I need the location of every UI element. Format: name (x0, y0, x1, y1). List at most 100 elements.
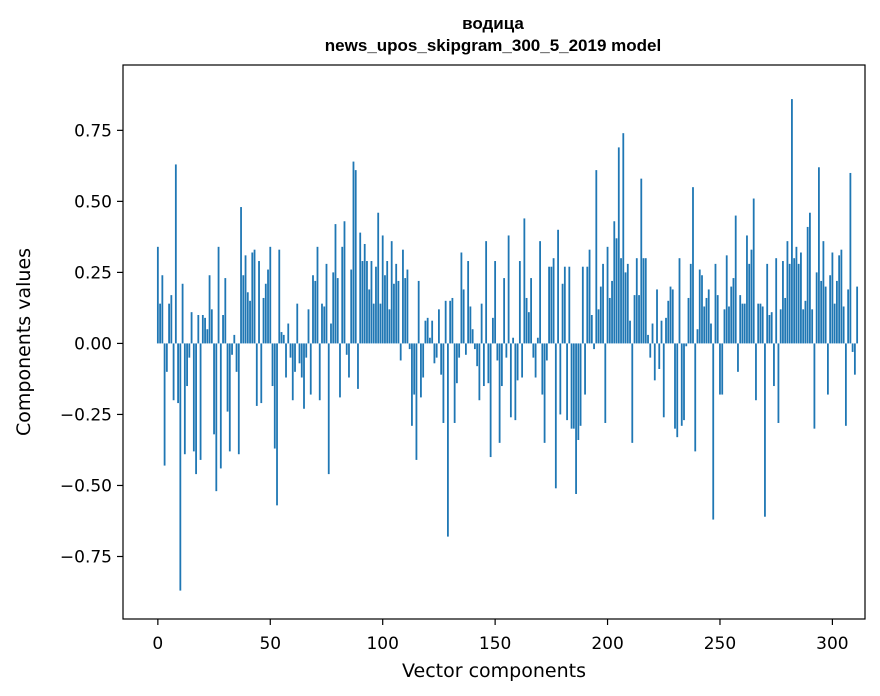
bar-72 (318, 343, 321, 401)
bar-4 (165, 343, 168, 372)
bar-147 (487, 343, 490, 384)
bar-9 (177, 343, 179, 404)
bar-151 (496, 343, 499, 361)
bar-55 (280, 332, 283, 344)
bar-21 (204, 317, 206, 344)
bar-178 (557, 229, 559, 344)
bar-233 (680, 343, 683, 426)
bar-81 (339, 343, 341, 398)
bar-60 (291, 343, 294, 401)
bar-232 (678, 258, 681, 344)
bar-169 (536, 337, 539, 344)
bar-7 (172, 343, 175, 401)
bar-222 (656, 289, 658, 344)
bar-139 (469, 306, 472, 344)
bar-8 (174, 164, 177, 344)
bar-107 (397, 280, 400, 344)
bar-262 (746, 235, 748, 344)
bar-19 (199, 343, 202, 460)
bar-167 (532, 343, 535, 358)
bar-63 (298, 343, 301, 364)
bar-164 (525, 297, 528, 344)
bar-185 (572, 343, 575, 429)
bar-131 (451, 297, 454, 344)
bar-82 (341, 246, 344, 344)
bar-136 (462, 289, 465, 344)
bar-50 (269, 246, 272, 344)
bar-256 (732, 278, 735, 344)
chart-title: водица (462, 14, 524, 33)
bar-40 (246, 292, 249, 344)
bar-142 (476, 343, 479, 367)
bar-303 (838, 255, 841, 344)
bar-57 (285, 343, 287, 378)
bar-134 (458, 343, 461, 358)
bar-166 (530, 278, 532, 344)
bar-311 (856, 286, 859, 344)
bar-34 (233, 334, 236, 344)
bar-69 (312, 275, 314, 344)
bar-94 (368, 289, 371, 344)
bar-133 (456, 343, 458, 384)
bar-113 (411, 343, 413, 426)
bar-229 (671, 289, 674, 344)
bar-187 (577, 343, 580, 441)
bar-115 (415, 343, 418, 460)
bar-122 (431, 320, 434, 344)
bar-238 (692, 187, 694, 344)
bar-219 (649, 343, 652, 358)
bar-293 (815, 272, 818, 344)
bar-307 (847, 289, 850, 344)
bar-76 (327, 343, 330, 475)
bar-310 (853, 343, 856, 375)
bar-172 (543, 343, 546, 443)
bar-270 (764, 343, 766, 517)
bar-294 (818, 167, 820, 344)
bar-148 (489, 343, 492, 458)
bar-102 (386, 261, 389, 344)
bar-290 (809, 212, 811, 344)
bar-22 (206, 329, 209, 344)
bar-137 (464, 343, 467, 355)
bar-248 (714, 263, 717, 344)
bar-31 (226, 343, 229, 412)
bar-160 (516, 343, 519, 381)
bar-162 (521, 343, 524, 378)
bar-121 (429, 337, 431, 344)
bar-117 (420, 343, 422, 398)
bar-215 (640, 178, 643, 344)
bar-157 (509, 343, 512, 418)
bar-261 (743, 303, 746, 344)
bar-29 (222, 315, 224, 344)
bar-257 (734, 215, 737, 344)
bar-292 (813, 343, 816, 429)
bar-77 (330, 323, 332, 344)
bar-235 (685, 343, 688, 347)
bar-249 (716, 295, 719, 344)
bar-150 (494, 261, 497, 344)
bar-217 (644, 258, 647, 344)
bar-67 (307, 309, 310, 344)
bar-301 (833, 303, 836, 344)
chart-subtitle: news_upos_skipgram_300_5_2019 model (325, 36, 661, 55)
bar-186 (575, 343, 577, 494)
bar-255 (730, 286, 733, 344)
bar-128 (444, 300, 447, 344)
bar-146 (485, 241, 488, 344)
bar-227 (667, 300, 670, 344)
bar-201 (608, 297, 611, 344)
y-tick-label-4: 0.25 (74, 263, 112, 283)
bar-184 (570, 343, 573, 429)
bar-304 (840, 249, 843, 344)
bar-2 (161, 275, 164, 344)
bar-302 (835, 280, 838, 344)
bar-226 (665, 317, 667, 344)
bar-267 (757, 303, 760, 344)
bar-156 (507, 235, 510, 344)
bar-64 (300, 343, 303, 378)
bar-246 (710, 323, 712, 344)
bar-13 (186, 343, 188, 387)
bar-127 (442, 343, 445, 423)
